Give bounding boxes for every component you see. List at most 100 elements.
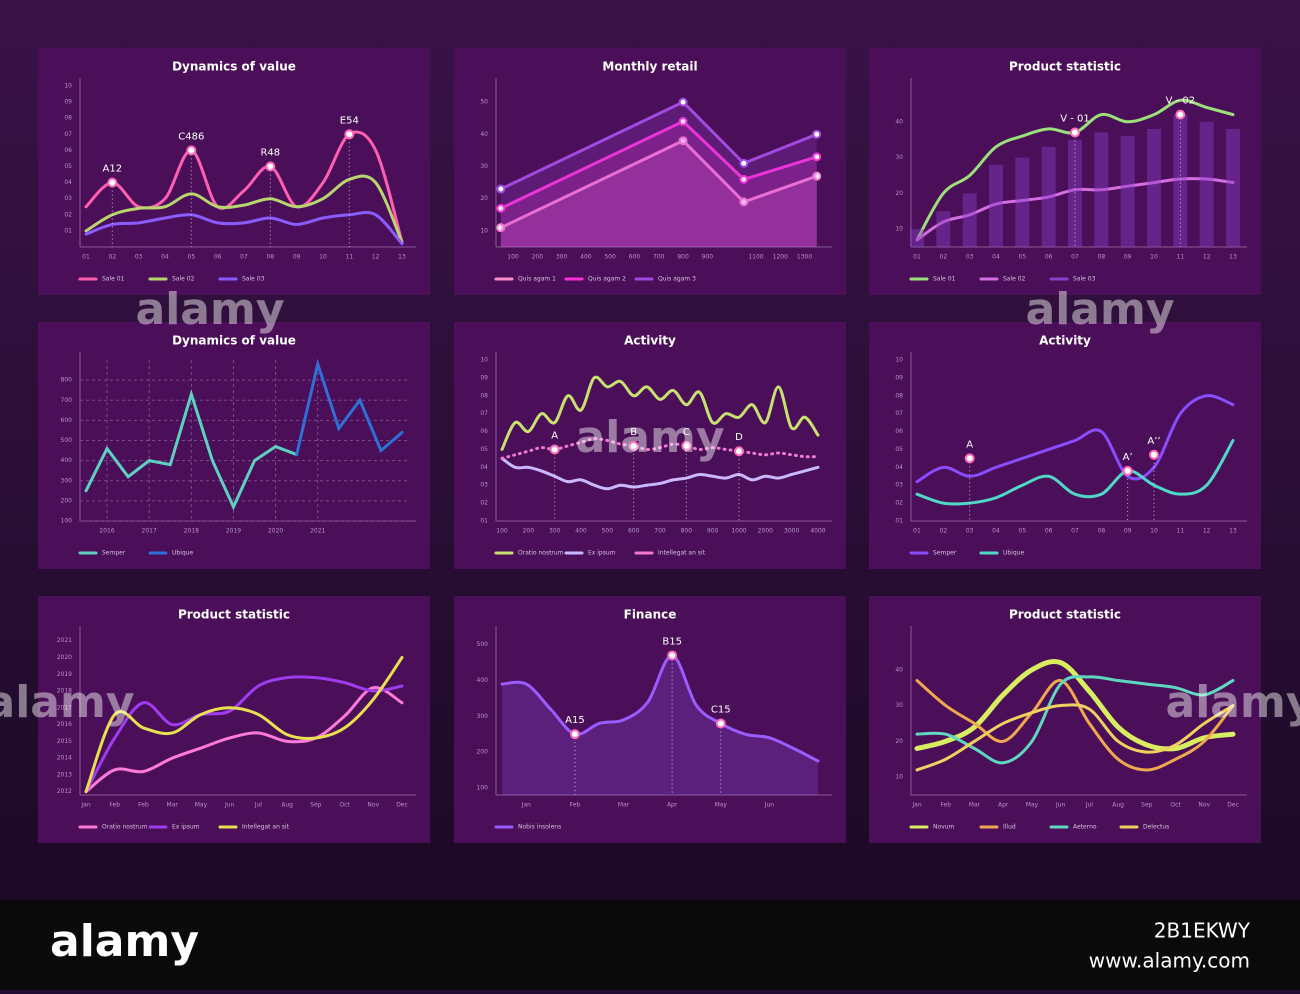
x-tick-label: Jun xyxy=(764,802,775,809)
annotation-point xyxy=(966,454,974,462)
annotation-label: A15 xyxy=(565,715,585,726)
x-tick-label: 02 xyxy=(109,254,117,261)
legend-label: Intellegat an sit xyxy=(242,824,290,831)
y-tick-label: 08 xyxy=(480,392,488,399)
y-tick-label: 200 xyxy=(61,497,73,504)
y-tick-label: 400 xyxy=(477,677,489,684)
x-tick-label: 06 xyxy=(214,254,222,261)
legend-label: Novum xyxy=(933,824,955,831)
x-tick-label: Mar xyxy=(167,802,179,809)
annotation-point xyxy=(668,651,676,659)
x-tick-label: 800 xyxy=(681,528,693,535)
annotation-point xyxy=(1150,451,1158,459)
x-tick-label: Feb xyxy=(940,802,951,809)
y-tick-label: 05 xyxy=(895,446,903,453)
x-tick-label: 07 xyxy=(240,254,248,261)
x-tick-label: Dec xyxy=(396,802,408,809)
annotation-label: A xyxy=(966,439,973,450)
x-tick-label: 400 xyxy=(575,528,587,535)
annotation-point xyxy=(1071,129,1079,137)
legend-label: Intellegat an sit xyxy=(658,550,706,557)
legend-label: Sale 02 xyxy=(1003,276,1026,283)
legend-label: Sale 03 xyxy=(242,276,265,283)
legend-label: Ex ipsum xyxy=(588,550,616,557)
x-tick-label: 900 xyxy=(707,528,719,535)
y-tick-label: 500 xyxy=(477,641,489,648)
x-tick-label: 13 xyxy=(1229,528,1237,535)
annotation-label: C15 xyxy=(711,704,731,715)
y-tick-label: 400 xyxy=(61,457,73,464)
x-tick-label: 1100 xyxy=(748,254,763,261)
chart-title: Product statistic xyxy=(1009,60,1121,74)
bar xyxy=(1094,133,1108,247)
x-tick-label: 05 xyxy=(188,254,196,261)
x-tick-label: 03 xyxy=(966,254,974,261)
x-tick-label: Apr xyxy=(998,802,1009,809)
x-tick-label: Jan xyxy=(521,802,531,809)
y-tick-label: 30 xyxy=(895,702,903,709)
annotation-label: V - 01 xyxy=(1060,114,1090,125)
x-tick-label: 12 xyxy=(372,254,380,261)
x-tick-label: 300 xyxy=(556,254,568,261)
x-tick-label: 10 xyxy=(1150,254,1158,261)
footer-logo: alamy xyxy=(50,916,199,967)
legend-label: Semper xyxy=(102,550,126,557)
bar xyxy=(936,211,950,247)
x-tick-label: 10 xyxy=(1150,528,1158,535)
bar xyxy=(1042,147,1056,247)
x-tick-label: Sep xyxy=(1141,802,1153,809)
point xyxy=(680,99,687,106)
point xyxy=(497,186,504,193)
x-tick-label: 900 xyxy=(702,254,714,261)
chart-title: Activity xyxy=(624,334,676,348)
x-tick-label: Aug xyxy=(281,802,293,809)
x-tick-label: 1200 xyxy=(773,254,788,261)
y-tick-label: 100 xyxy=(477,784,489,791)
x-tick-label: Dec xyxy=(1227,802,1239,809)
x-tick-label: 13 xyxy=(1229,254,1237,261)
bar xyxy=(989,165,1003,247)
x-tick-label: 04 xyxy=(992,528,1000,535)
y-tick-label: 06 xyxy=(895,428,903,435)
y-tick-label: 03 xyxy=(895,482,903,489)
annotation-label: A12 xyxy=(103,164,123,175)
x-tick-label: 05 xyxy=(1019,254,1027,261)
x-tick-label: Aug xyxy=(1112,802,1124,809)
x-tick-label: 01 xyxy=(913,528,921,535)
bar xyxy=(1015,158,1029,247)
x-tick-label: Feb xyxy=(570,802,581,809)
y-tick-label: 700 xyxy=(61,397,73,404)
y-tick-label: 10 xyxy=(480,227,488,234)
legend-label: Aeterno xyxy=(1073,824,1097,831)
point xyxy=(740,160,747,167)
x-tick-label: Oct xyxy=(1170,802,1181,809)
x-tick-label: Feb xyxy=(109,802,120,809)
annotation-point xyxy=(551,445,559,453)
x-tick-label: Jan xyxy=(80,802,90,809)
footer-url: www.alamy.com xyxy=(1089,949,1250,973)
chart-title: Finance xyxy=(624,608,677,622)
x-tick-label: 500 xyxy=(604,254,616,261)
x-tick-label: 2020 xyxy=(268,528,283,535)
y-tick-label: 09 xyxy=(64,99,72,106)
watermark: alamy xyxy=(576,412,725,463)
y-tick-label: 01 xyxy=(895,518,903,525)
y-tick-label: 50 xyxy=(480,99,488,106)
y-tick-label: 40 xyxy=(895,118,903,125)
chart-title: Dynamics of value xyxy=(172,60,296,74)
x-tick-label: 01 xyxy=(913,254,921,261)
bar xyxy=(1200,122,1214,247)
watermark: alamy xyxy=(1166,677,1300,728)
y-tick-label: 10 xyxy=(480,357,488,364)
x-tick-label: 11 xyxy=(346,254,354,261)
x-tick-label: Jul xyxy=(1085,802,1094,809)
x-tick-label: Jun xyxy=(224,802,235,809)
x-tick-label: 11 xyxy=(1177,528,1185,535)
x-tick-label: Oct xyxy=(339,802,350,809)
x-tick-label: 12 xyxy=(1203,254,1211,261)
y-tick-label: 10 xyxy=(895,774,903,781)
x-tick-label: 11 xyxy=(1177,254,1185,261)
